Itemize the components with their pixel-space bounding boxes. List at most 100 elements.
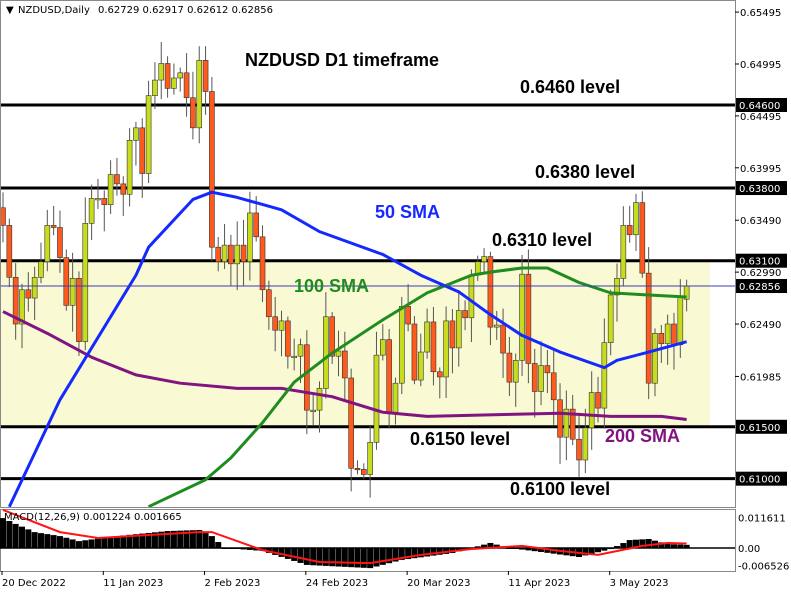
candle <box>240 219 247 286</box>
candle <box>69 252 76 332</box>
macd-histogram-bar <box>189 530 196 548</box>
macd-histogram-bar <box>101 537 108 548</box>
macd-histogram-bar <box>525 548 532 551</box>
macd-histogram-bar <box>322 548 329 566</box>
chart-menu-icon[interactable]: ▼ <box>6 5 14 16</box>
candle <box>329 312 335 364</box>
bear-candle-body <box>361 469 367 475</box>
candle <box>171 63 177 95</box>
bear-candle-body <box>0 207 6 226</box>
macd-histogram-bar <box>253 548 260 551</box>
candle <box>57 210 63 273</box>
bear-candle-body <box>209 91 215 248</box>
macd-histogram-bar <box>196 530 203 548</box>
bull-candle-body <box>316 388 323 411</box>
candle <box>304 330 310 435</box>
bull-candle-body <box>145 95 152 174</box>
bear-candle-body <box>329 316 335 357</box>
candle <box>601 318 608 429</box>
bull-candle-body <box>664 323 671 345</box>
candle <box>221 224 228 269</box>
macd-histogram-bar <box>310 548 317 566</box>
candle <box>209 77 215 262</box>
candle <box>588 371 595 450</box>
candle <box>430 306 437 386</box>
macd-histogram-bar <box>82 540 89 548</box>
bear-candle-body <box>12 277 19 325</box>
macd-histogram-bar <box>316 548 323 566</box>
macd-histogram-bar <box>208 536 215 548</box>
candle <box>348 368 354 492</box>
bull-candle-body <box>417 351 424 381</box>
symbol-info: NZDUSD,Daily <box>18 5 90 16</box>
bull-candle-body <box>297 344 304 357</box>
bear-candle-body <box>506 352 513 383</box>
bull-candle-body <box>379 339 386 356</box>
ohlc-values: 0.62729 0.62917 0.62612 0.62856 <box>98 5 273 16</box>
bear-candle-body <box>50 225 57 228</box>
bear-candle-body <box>272 316 278 331</box>
candle <box>398 296 405 395</box>
macd-histogram-bar <box>18 526 25 548</box>
candle <box>82 197 89 351</box>
price-tick-label: 0.62490 <box>740 320 781 331</box>
macd-histogram-bar <box>373 548 380 567</box>
bull-candle-body <box>335 350 342 357</box>
bear-candle-body <box>215 246 222 263</box>
sma100-line <box>147 266 687 509</box>
macd-histogram-bar <box>658 542 665 548</box>
candle <box>443 306 449 398</box>
macd-histogram-bar <box>113 536 120 548</box>
macd-histogram-bar <box>474 546 481 548</box>
bull-candle-body <box>152 79 158 96</box>
candle <box>215 237 222 272</box>
price-tick-label: 0.64495 <box>740 112 781 123</box>
annotation-50-sma: 50 SMA <box>375 202 440 222</box>
bull-candle-body <box>88 198 95 224</box>
macd-histogram-bar <box>132 534 139 548</box>
bear-candle-body <box>25 289 32 299</box>
bear-candle-body <box>139 127 146 174</box>
macd-histogram-bar <box>284 548 291 559</box>
bear-candle-body <box>6 225 13 278</box>
macd-axis-label: 0.011611 <box>738 513 786 524</box>
candle <box>266 280 272 330</box>
bull-candle-body <box>278 320 285 331</box>
macd-histogram-bar <box>37 533 44 548</box>
candle <box>247 191 253 281</box>
macd-histogram-bar <box>417 548 424 558</box>
bull-candle-body <box>443 320 449 378</box>
candle <box>31 266 38 321</box>
bear-candle-body <box>348 377 354 469</box>
bear-candle-body <box>266 289 272 318</box>
candle <box>525 249 532 384</box>
macd-histogram-bar <box>639 539 646 548</box>
bull-candle-body <box>177 72 184 79</box>
annotation-200-sma: 200 SMA <box>605 426 680 446</box>
macd-histogram-bar <box>88 539 95 548</box>
bull-candle-body <box>519 273 525 361</box>
macd-histogram-bar <box>341 548 348 567</box>
macd-histogram-bar <box>386 548 393 564</box>
bull-candle-body <box>455 310 462 349</box>
macd-histogram-bar <box>424 548 431 557</box>
candle <box>177 67 184 92</box>
macd-histogram-bar <box>25 529 32 548</box>
bear-candle-body <box>557 399 563 438</box>
candle <box>500 308 506 378</box>
macd-histogram-bar <box>607 548 614 550</box>
bear-candle-body <box>671 323 677 346</box>
candle <box>652 328 658 397</box>
bear-candle-body <box>57 227 63 258</box>
macd-histogram-bar <box>12 523 19 548</box>
bull-candle-body <box>38 261 44 278</box>
macd-histogram-bar <box>303 548 310 565</box>
bull-candle-body <box>367 442 373 475</box>
bull-candle-body <box>481 256 487 263</box>
macd-histogram-bar <box>75 541 82 548</box>
macd-histogram-bar <box>63 537 70 548</box>
candle <box>538 341 544 406</box>
chart-title: NZDUSD D1 timeframe <box>245 50 439 70</box>
date-tick-label: 3 May 2023 <box>610 578 669 589</box>
